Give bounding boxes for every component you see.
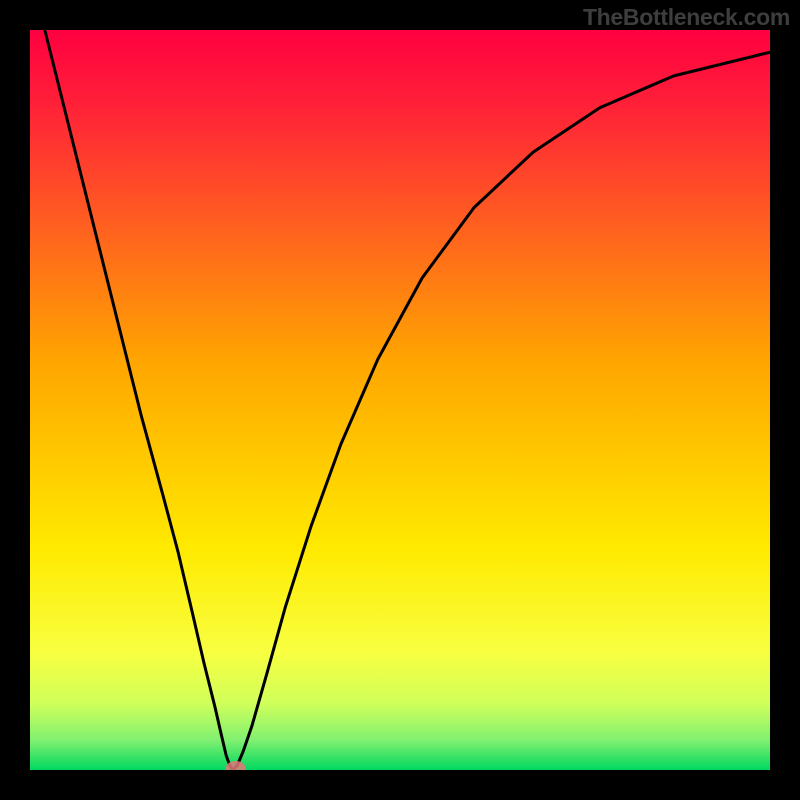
attribution-text: TheBottleneck.com xyxy=(583,4,790,31)
chart-frame: TheBottleneck.com xyxy=(0,0,800,800)
gradient-background xyxy=(30,30,770,770)
bottleneck-plot xyxy=(30,30,770,770)
